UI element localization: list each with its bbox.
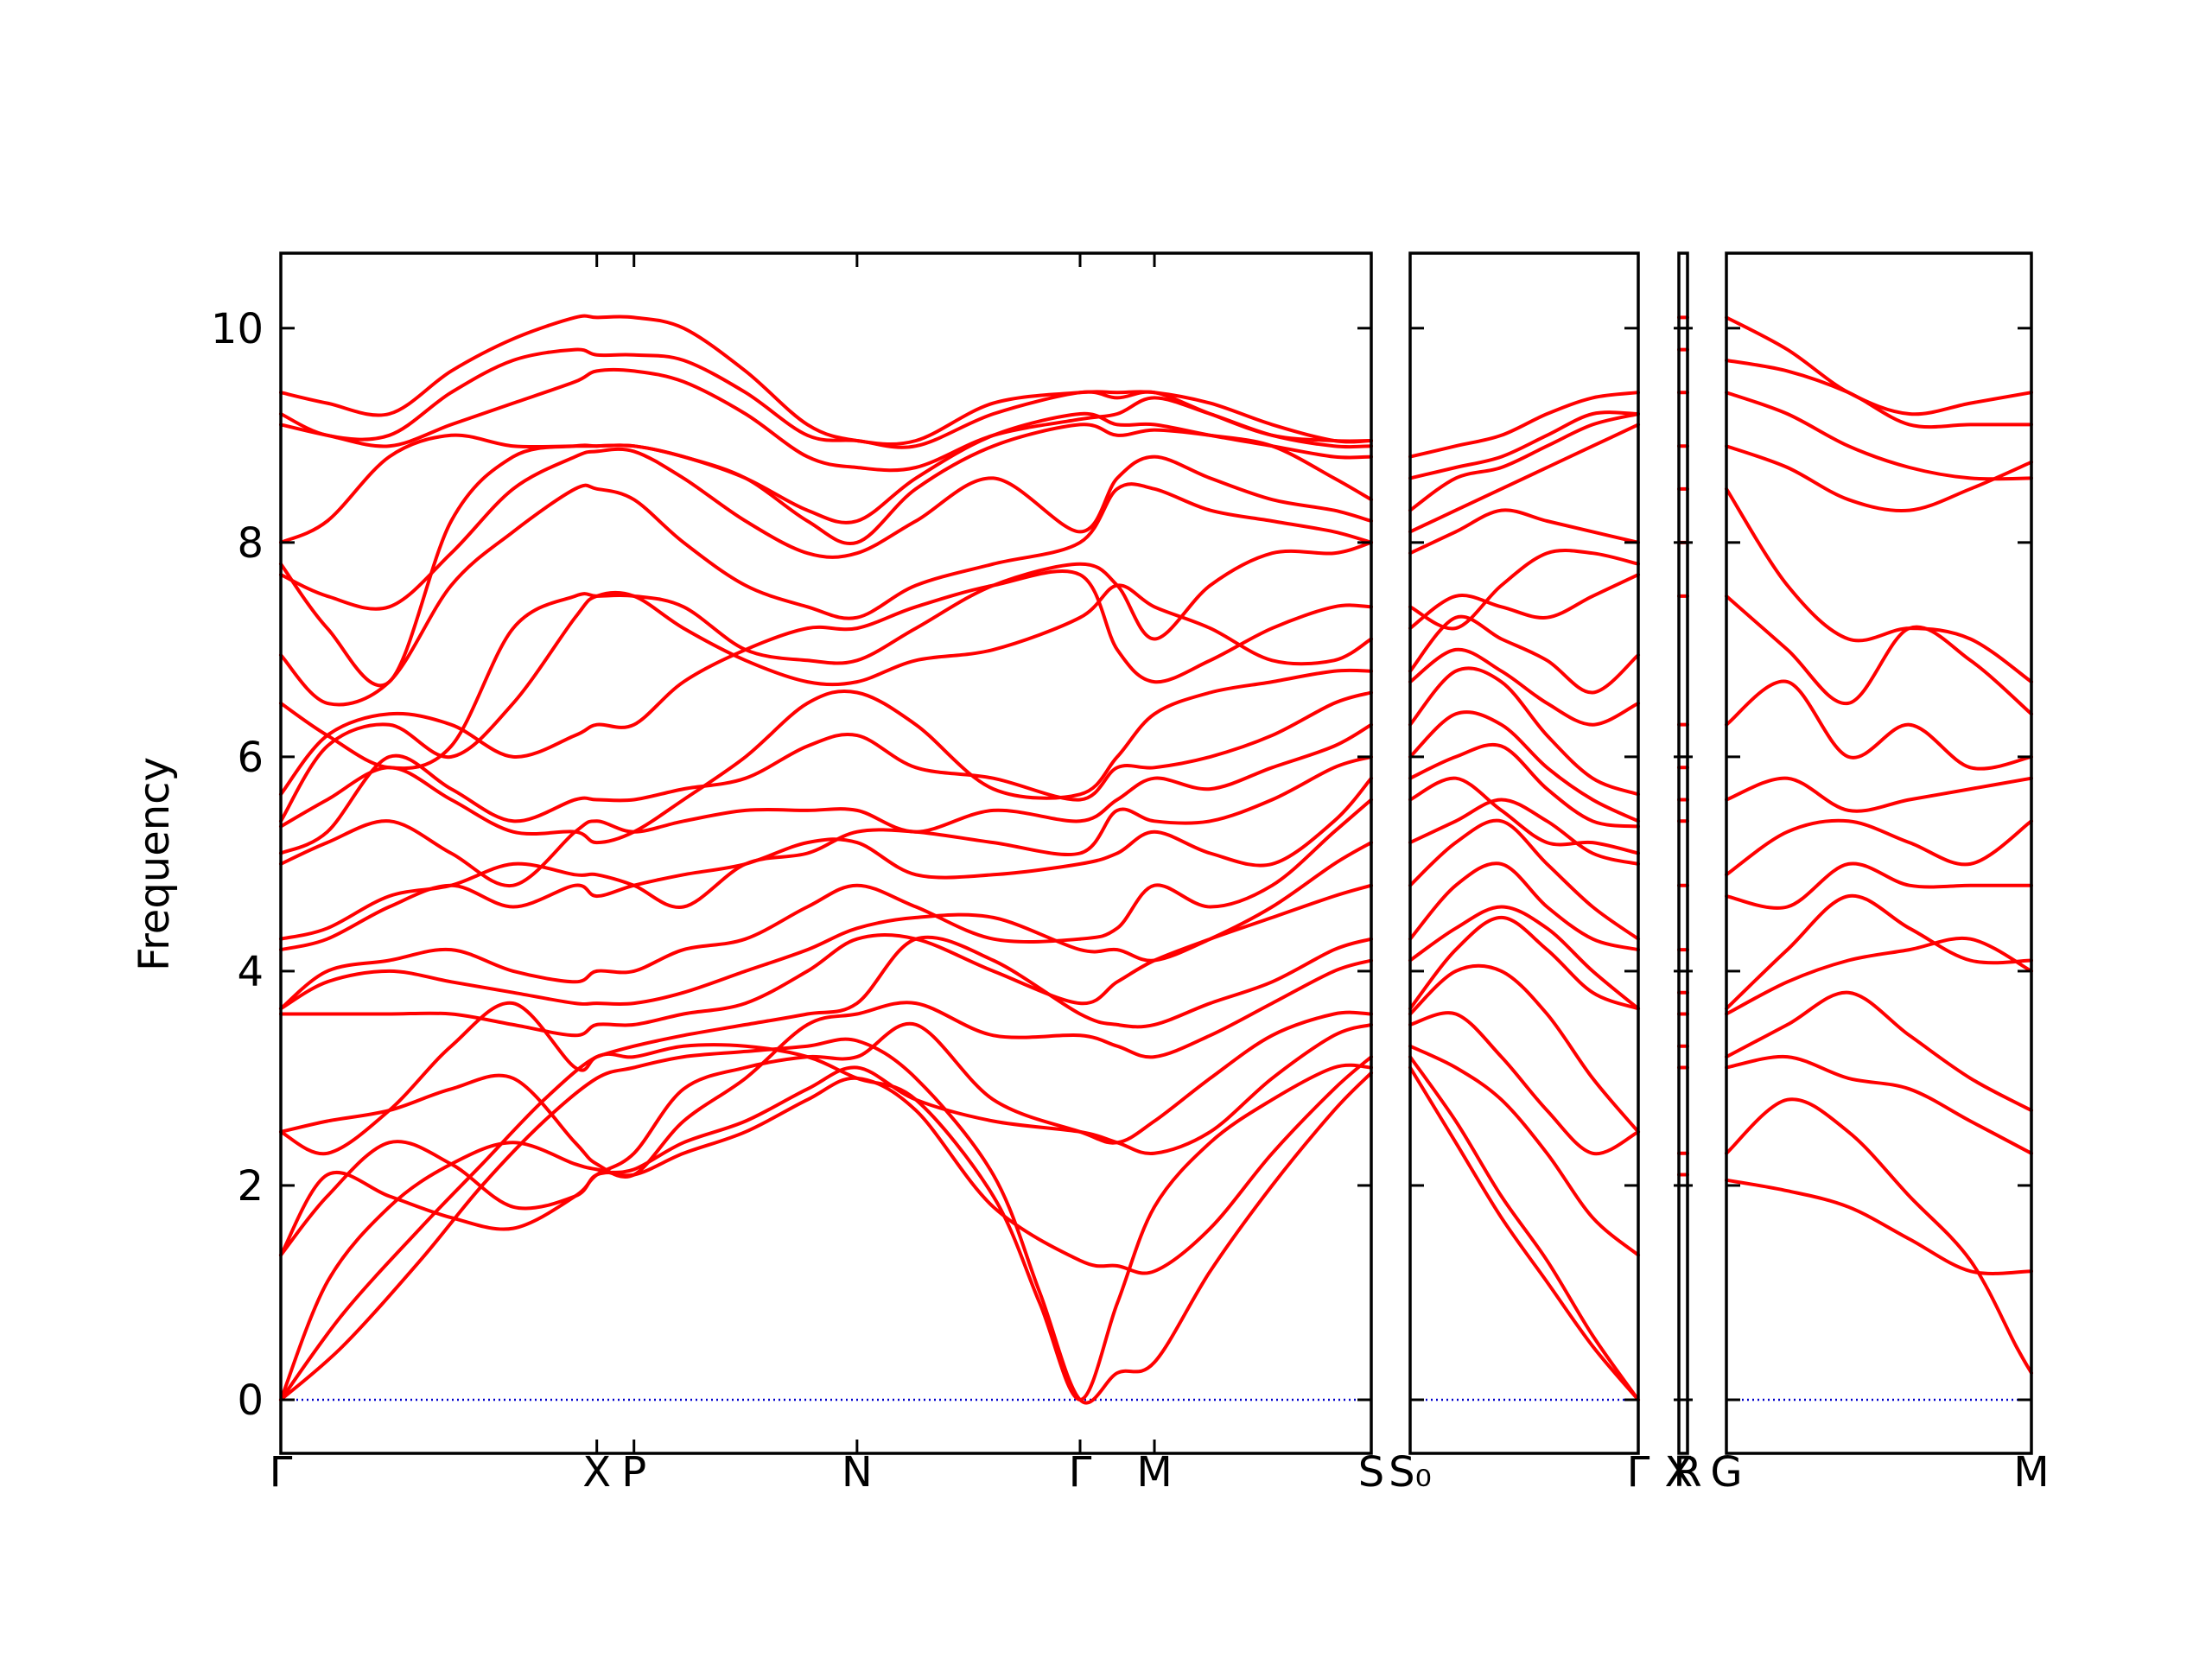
band-main-18 (279, 540, 1373, 771)
band-main-3 (279, 1055, 1373, 1402)
band-G-M-16 (1725, 315, 2033, 416)
band-main-20 (279, 447, 1373, 611)
band-main-7 (279, 935, 1373, 1156)
band-G-M-5 (1725, 936, 2033, 1016)
band-main-4 (279, 1022, 1373, 1257)
y-axis-label: Frequency (130, 757, 179, 971)
panel-frame-main (279, 251, 1373, 1455)
band-main-2 (279, 1043, 1373, 1402)
band-G-M-15 (1725, 359, 2033, 429)
band-S0-Gamma-21 (1408, 412, 1640, 512)
band-main-24 (279, 347, 1373, 449)
band-S0-Gamma-22 (1408, 410, 1640, 480)
band-main-14 (279, 690, 1373, 855)
panel-frame-X-R (1677, 251, 1689, 1455)
band-G-M-6 (1725, 893, 2033, 1011)
y-tick-label-2: 2 (237, 1162, 264, 1211)
band-S0-Gamma-19 (1408, 508, 1640, 556)
band-S0-Gamma-9 (1408, 818, 1640, 941)
x-tick-label-main-2: X (582, 1448, 611, 1497)
band-G-M-13 (1725, 444, 2033, 513)
band-G-M-14 (1725, 391, 2033, 481)
x-tick-label-main-7: S (1358, 1448, 1384, 1497)
band-S0-Gamma-17 (1408, 573, 1640, 631)
band-S0-Gamma-23 (1408, 391, 1640, 459)
band-S0-Gamma-4 (1408, 1011, 1640, 1156)
band-main-16 (279, 583, 1373, 823)
band-main-11 (279, 776, 1373, 952)
y-tick-label-0: 0 (237, 1376, 264, 1425)
x-tick-label-main-6: M (1136, 1448, 1172, 1497)
band-main-15 (279, 668, 1373, 845)
band-G-M-7 (1725, 861, 2033, 910)
band-S0-Gamma-14 (1408, 666, 1640, 797)
band-G-M-11 (1725, 594, 2033, 716)
y-tick-label-4: 4 (237, 948, 264, 996)
y-tick-label-6: 6 (237, 734, 264, 782)
band-main-9 (279, 841, 1373, 1011)
band-G-M-3 (1725, 1054, 2033, 1155)
band-S0-Gamma-12 (1408, 742, 1640, 829)
band-main-8 (279, 883, 1373, 1038)
band-main-12 (279, 754, 1373, 941)
band-S0-Gamma-2 (1408, 1055, 1640, 1402)
band-G-M-10 (1725, 679, 2033, 771)
band-G-M-1 (1725, 1178, 2033, 1275)
band-main-1 (279, 1037, 1373, 1405)
band-S0-Gamma-13 (1408, 710, 1640, 823)
band-G-M-4 (1725, 990, 2033, 1113)
y-tick-label-8: 8 (237, 519, 264, 568)
x-tick-label-G-M-1: G (1710, 1448, 1742, 1497)
y-tick-label-10: 10 (211, 305, 264, 353)
panel-frame-G-M (1725, 251, 2033, 1455)
x-tick-label-X-R-2: R (1673, 1448, 1701, 1497)
band-S0-Gamma-10 (1408, 798, 1640, 866)
band-S0-Gamma-7 (1408, 905, 1640, 1011)
band-G-M-9 (1725, 776, 2033, 813)
band-main-13 (279, 722, 1373, 887)
band-S0-Gamma-20 (1408, 423, 1640, 534)
band-S0-Gamma-15 (1408, 647, 1640, 727)
band-S0-Gamma-6 (1408, 915, 1640, 1011)
x-tick-label-main-5: Γ (1069, 1448, 1092, 1497)
band-S0-Gamma-5 (1408, 963, 1640, 1134)
band-main-25 (279, 314, 1373, 447)
x-tick-label-main-4: N (842, 1448, 873, 1497)
band-S0-Gamma-1 (1408, 1065, 1640, 1402)
band-S0-Gamma-8 (1408, 861, 1640, 952)
x-tick-label-G-M-2: M (2013, 1448, 2049, 1497)
panel-frame-S0-Gamma (1408, 251, 1640, 1455)
x-tick-label-main-1: Γ (270, 1448, 293, 1497)
band-main-19 (279, 482, 1373, 707)
band-S0-Gamma-3 (1408, 1044, 1640, 1257)
band-main-21 (279, 423, 1373, 688)
band-main-6 (279, 958, 1373, 1179)
x-tick-label-S0-Gamma-1: S₀ (1389, 1448, 1432, 1497)
x-tick-label-S0-Gamma-2: Γ (1627, 1448, 1650, 1497)
band-main-17 (279, 569, 1373, 797)
band-G-M-12 (1725, 486, 2033, 684)
band-S0-Gamma-11 (1408, 776, 1640, 855)
band-main-23 (279, 367, 1373, 473)
band-G-M-2 (1725, 1097, 2033, 1375)
band-main-5 (279, 1010, 1373, 1257)
band-main-22 (279, 411, 1373, 544)
band-S0-Gamma-16 (1408, 614, 1640, 695)
band-main-10 (279, 798, 1373, 1011)
x-tick-label-main-3: P (621, 1448, 646, 1497)
x-tick-label-X-R-1: X (1665, 1448, 1694, 1497)
band-G-M-8 (1725, 818, 2033, 877)
band-S0-Gamma-18 (1408, 548, 1640, 631)
